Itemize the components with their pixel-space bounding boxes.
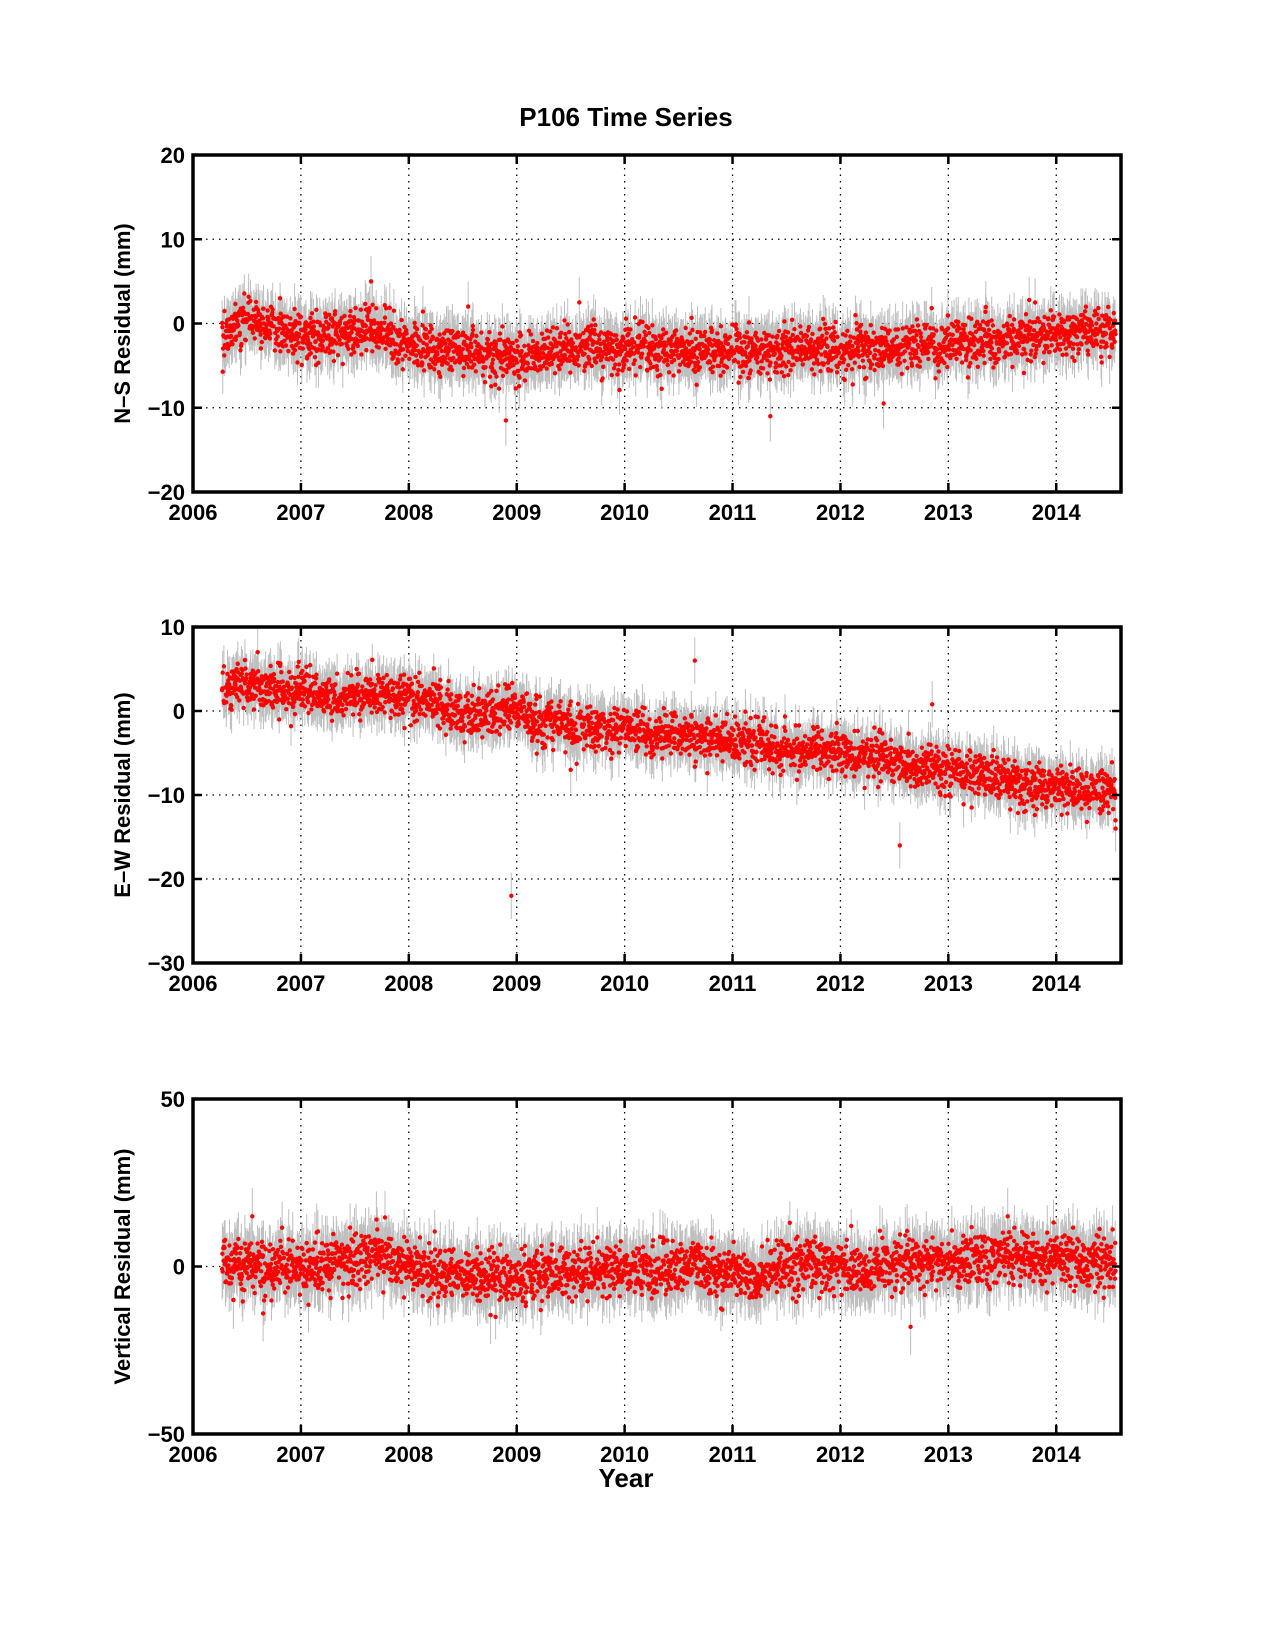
grid [193, 155, 1121, 492]
x-tick-label: 2012 [816, 971, 865, 996]
y-tick-label: 50 [161, 1087, 185, 1112]
data-points [219, 650, 1118, 898]
y-tick-label: 20 [161, 143, 185, 168]
x-tick-label: 2014 [1032, 1442, 1082, 1467]
x-tick-label: 2007 [276, 971, 325, 996]
x-tick-label: 2009 [492, 971, 541, 996]
x-tick-label: 2013 [924, 500, 973, 525]
y-tick-label: −30 [148, 951, 185, 976]
x-tick-label: 2013 [924, 1442, 973, 1467]
x-tick-label: 2008 [384, 500, 433, 525]
x-tick-label: 2007 [276, 500, 325, 525]
y-tick-label: 0 [173, 1255, 185, 1280]
x-tick-label: 2014 [1032, 971, 1082, 996]
y-tick-label: 0 [173, 312, 185, 337]
x-tick-label: 2011 [709, 500, 757, 525]
y-tick-label: 0 [173, 699, 185, 724]
x-tick-label: 2009 [492, 1442, 541, 1467]
panel-2: 2006 2007 2008 2009 2010 2011 2012 2013 2014 −30 −… [110, 615, 1123, 996]
x-tick-label: 2007 [276, 1442, 325, 1467]
data-points [219, 1214, 1118, 1330]
y-tick-label: −20 [148, 867, 185, 892]
data-points [219, 279, 1118, 423]
y-tick-label: −10 [148, 783, 185, 808]
x-tick-label: 2006 [169, 971, 218, 996]
x-tick-label: 2006 [169, 1442, 218, 1467]
x-tick-label: 2006 [169, 500, 218, 525]
x-tick-label: 2008 [384, 971, 433, 996]
grid [193, 627, 1121, 963]
y-tick-label: −20 [148, 480, 185, 505]
panel-1: 2006 2007 2008 2009 2010 2011 2012 2013 2014−20−… [110, 143, 1123, 525]
panel-3: 2006 2007 2008 2009 2010 2011 2012 2013 2014 −50 0… [110, 1087, 1123, 1467]
y-tick-label: −10 [148, 396, 185, 421]
y-tick-label: 10 [161, 227, 185, 252]
x-tick-label: 2012 [816, 1442, 865, 1467]
x-tick-label: 2012 [816, 500, 865, 525]
y-axis-label: Vertical Residual (mm) [110, 1149, 135, 1385]
x-tick-label: 2008 [384, 1442, 433, 1467]
y-axis-label: E–W Residual (mm) [110, 692, 135, 897]
x-tick-label: 2011 [709, 1442, 757, 1467]
panels: 2006 2007 2008 2009 2010 2011 2012 2013 2014−20−… [110, 143, 1123, 1467]
figure-title: P106 Time Series [519, 102, 732, 132]
x-tick-label: 2009 [492, 500, 541, 525]
x-axis-label-year: Year [599, 1463, 654, 1493]
x-tick-label: 2013 [924, 971, 973, 996]
y-axis-label: N–S Residual (mm) [110, 223, 135, 424]
x-tick-label: 2010 [600, 1442, 649, 1467]
y-tick-label: 10 [161, 615, 185, 640]
x-tick-label: 2011 [709, 971, 757, 996]
y-tick-label: −50 [148, 1422, 185, 1447]
x-tick-label: 2010 [600, 971, 649, 996]
x-tick-label: 2014 [1032, 500, 1082, 525]
x-tick-label: 2010 [600, 500, 649, 525]
